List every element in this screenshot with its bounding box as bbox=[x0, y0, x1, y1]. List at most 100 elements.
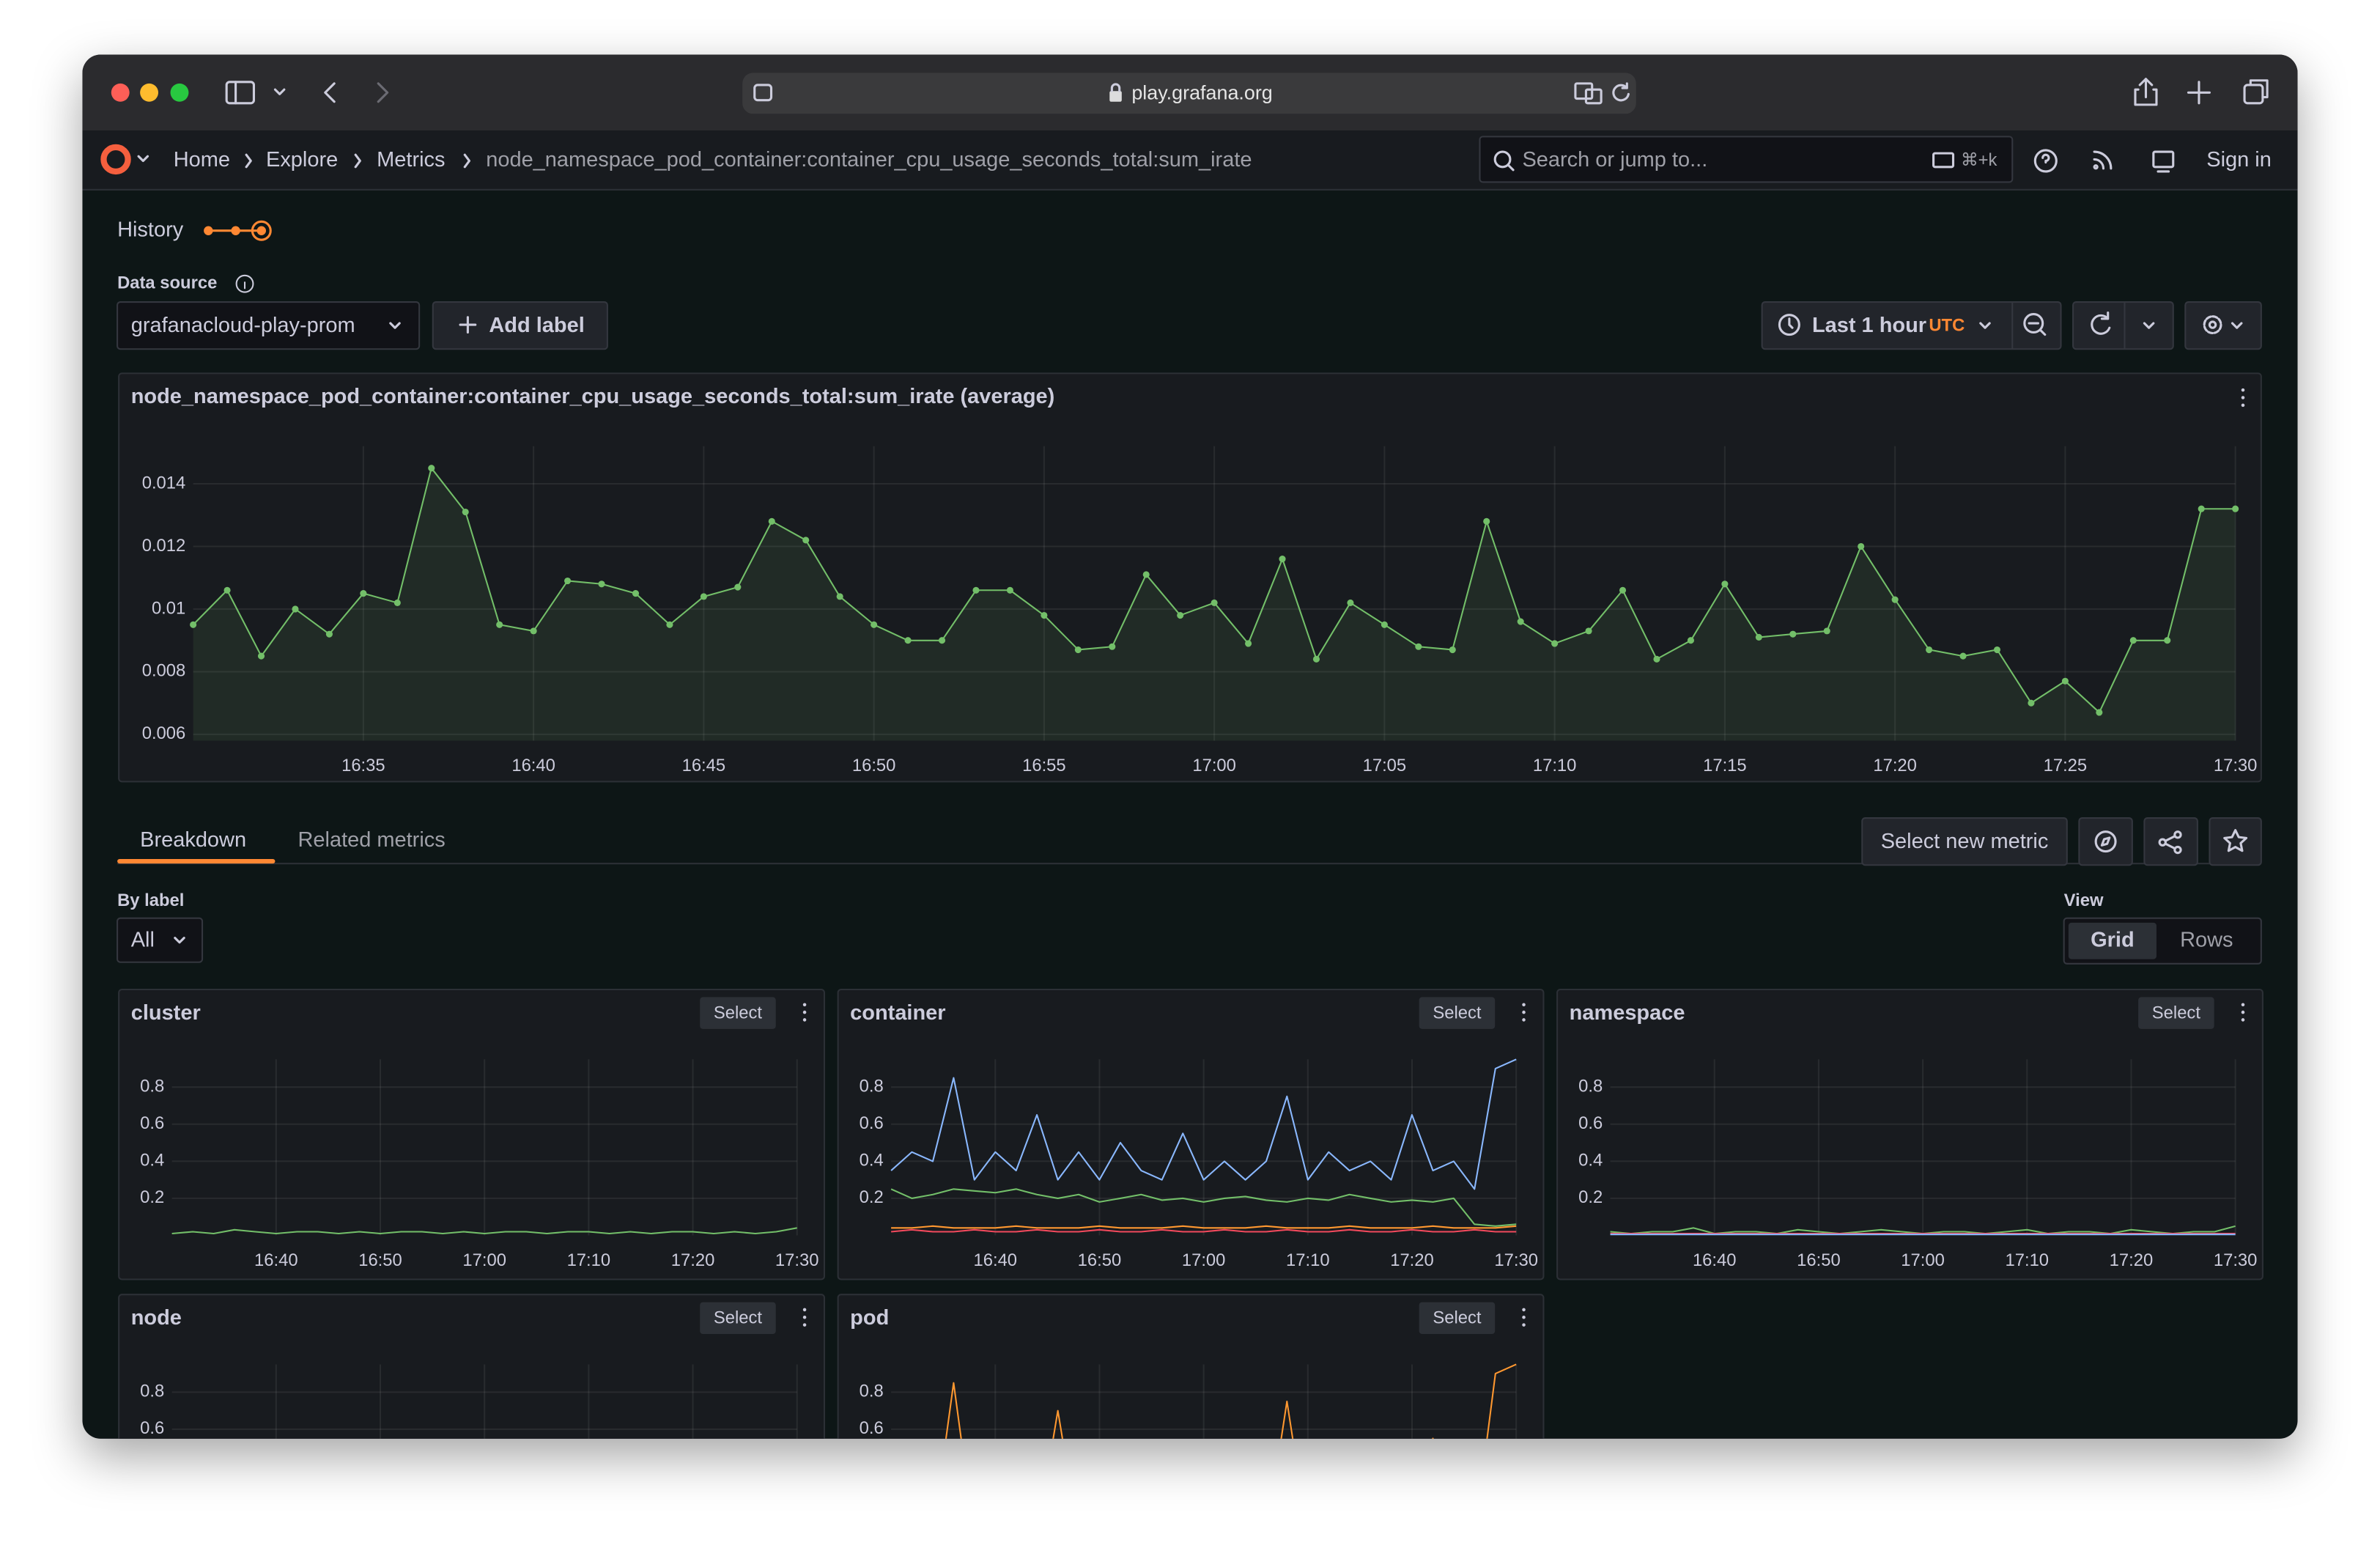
grafana-logo[interactable] bbox=[100, 144, 131, 175]
series-line bbox=[171, 1227, 797, 1235]
add-label-button[interactable] bbox=[432, 301, 608, 350]
select-button-text: Select bbox=[714, 1308, 763, 1328]
explore-button[interactable] bbox=[2078, 817, 2133, 866]
data-point bbox=[1006, 586, 1013, 594]
tab[interactable]: Related metrics bbox=[298, 828, 445, 852]
tabs-button[interactable] bbox=[2243, 79, 2269, 105]
window-content: play.grafana.org Home Explore Metrics no… bbox=[82, 54, 2298, 1538]
select-new-metric-button[interactable] bbox=[1861, 817, 2068, 866]
search-icon bbox=[1493, 150, 1515, 172]
x-tick-label: 16:50 bbox=[1797, 1250, 1841, 1270]
search-box[interactable] bbox=[1479, 136, 2014, 183]
y-tick-label: 0.8 bbox=[860, 1382, 884, 1401]
x-tick-label: 17:25 bbox=[2044, 756, 2088, 775]
logo-menu[interactable] bbox=[137, 155, 149, 163]
panel-title: namespace bbox=[1570, 1001, 1685, 1025]
series-line bbox=[172, 1535, 797, 1538]
x-tick-label: 17:10 bbox=[2005, 1250, 2049, 1270]
news-button[interactable] bbox=[2093, 150, 2113, 170]
select-button[interactable] bbox=[700, 997, 776, 1029]
by-label-select[interactable] bbox=[117, 917, 204, 963]
data-point bbox=[1381, 621, 1388, 628]
y-tick-label: 0.8 bbox=[140, 1382, 164, 1401]
reload-button[interactable] bbox=[1612, 82, 1630, 102]
y-tick-label: 0.2 bbox=[860, 1492, 884, 1512]
time-picker[interactable] bbox=[1761, 301, 2062, 350]
translate-icon[interactable] bbox=[1574, 82, 1603, 105]
data-source-select[interactable] bbox=[117, 301, 421, 350]
minimize-button[interactable] bbox=[140, 83, 158, 102]
data-point bbox=[1449, 646, 1456, 654]
address-bar[interactable] bbox=[742, 73, 1636, 114]
breakdown-panel: node0.20.40.60.816:4016:5017:0017:1017:2… bbox=[118, 1294, 826, 1538]
breadcrumb-separator bbox=[354, 153, 361, 169]
back-button[interactable] bbox=[324, 82, 336, 103]
series-line bbox=[890, 1058, 1517, 1190]
settings-button[interactable] bbox=[2184, 301, 2262, 350]
kiosk-button[interactable] bbox=[2152, 150, 2175, 173]
select-button[interactable] bbox=[2138, 997, 2214, 1029]
x-tick-label: 17:30 bbox=[1494, 1250, 1538, 1270]
panel-body: node_namespace_pod_container:container_c… bbox=[131, 385, 2258, 775]
data-point bbox=[530, 627, 537, 635]
tab-active[interactable]: Breakdown bbox=[140, 828, 246, 852]
bookmark-button[interactable] bbox=[2209, 817, 2262, 866]
data-point bbox=[836, 593, 843, 600]
refresh-button[interactable] bbox=[2091, 311, 2111, 335]
breadcrumb[interactable]: Metrics bbox=[377, 148, 445, 172]
data-point bbox=[2164, 637, 2171, 644]
data-point bbox=[1551, 640, 1559, 647]
select-button[interactable] bbox=[700, 1302, 776, 1335]
x-tick-label: 17:20 bbox=[1873, 756, 1917, 775]
x-tick-label: 17:05 bbox=[1363, 756, 1407, 775]
x-tick-label: 17:00 bbox=[1182, 1250, 1226, 1270]
breadcrumb[interactable]: Home bbox=[174, 148, 230, 172]
breadcrumb-current: node_namespace_pod_container:container_c… bbox=[486, 148, 1252, 172]
data-point bbox=[2198, 505, 2205, 512]
data-point bbox=[938, 637, 946, 644]
view-label: View bbox=[2064, 891, 2104, 910]
data-point bbox=[393, 599, 401, 606]
data-point bbox=[1858, 542, 1865, 550]
y-tick-label: 0.4 bbox=[140, 1456, 164, 1475]
data-point bbox=[632, 590, 640, 597]
sign-in[interactable]: Sign in bbox=[2206, 148, 2272, 172]
data-point bbox=[734, 583, 742, 591]
breakdown-grid: cluster 0.2 0.4 0.6 0.8 16:40 16:50 17:00 17:10 1… bbox=[118, 988, 2263, 1538]
share-button[interactable] bbox=[2134, 78, 2158, 106]
select-button[interactable] bbox=[1419, 1302, 1496, 1335]
help-button[interactable] bbox=[2033, 149, 2058, 173]
refresh-picker[interactable] bbox=[2072, 301, 2174, 350]
search-placeholder: Search or jump to... bbox=[1522, 148, 1707, 172]
y-tick-label: 0.2 bbox=[1578, 1187, 1603, 1207]
data-point bbox=[871, 621, 878, 628]
zoom-button[interactable] bbox=[170, 83, 189, 102]
data-point bbox=[598, 580, 605, 588]
panel bbox=[118, 1294, 826, 1439]
keyboard-icon bbox=[1932, 152, 1955, 169]
new-tab-button[interactable] bbox=[2187, 81, 2211, 105]
x-tick-label: 17:30 bbox=[2214, 1250, 2258, 1270]
share-icon bbox=[2158, 830, 2182, 855]
data-point bbox=[1993, 646, 2001, 654]
panel bbox=[118, 372, 2262, 783]
series-line bbox=[891, 1225, 1517, 1229]
view-option-active[interactable] bbox=[2068, 922, 2157, 959]
data-point bbox=[496, 621, 503, 628]
x-tick-label: 17:30 bbox=[775, 1250, 819, 1270]
breadcrumb[interactable]: Explore bbox=[266, 148, 338, 172]
view-option: Grid bbox=[2091, 928, 2135, 951]
sidebar-toggle[interactable] bbox=[225, 81, 286, 105]
share-button[interactable] bbox=[2143, 817, 2198, 866]
close-button[interactable] bbox=[111, 83, 130, 102]
dropdown-chevron bbox=[389, 322, 401, 329]
y-tick-label: 0.8 bbox=[1578, 1076, 1603, 1096]
view-option[interactable]: Rows bbox=[2180, 928, 2233, 951]
forward-button[interactable] bbox=[377, 82, 389, 103]
data-point bbox=[1245, 640, 1252, 647]
history-slider[interactable] bbox=[204, 220, 272, 241]
refresh-interval-chevron[interactable] bbox=[2143, 322, 2155, 329]
zoom-out-button[interactable] bbox=[2023, 313, 2047, 336]
select-button[interactable] bbox=[1419, 997, 1496, 1029]
x-tick-label: 16:40 bbox=[973, 1250, 1017, 1270]
